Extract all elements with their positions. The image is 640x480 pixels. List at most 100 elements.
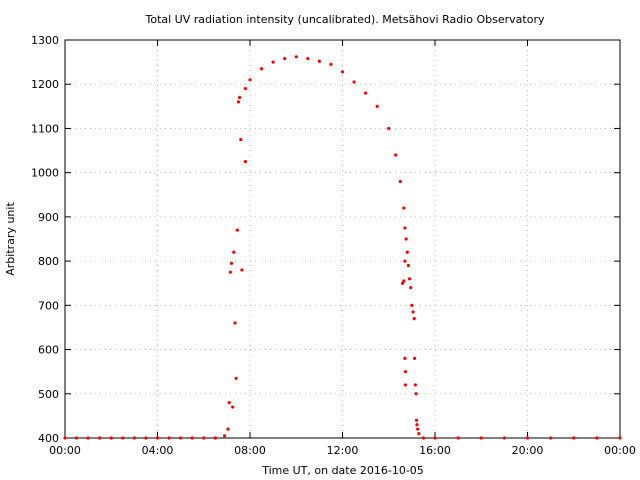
data-point: [413, 356, 417, 360]
data-point: [340, 70, 345, 74]
data-point: [235, 228, 239, 232]
data-point: [239, 137, 243, 142]
data-point: [403, 370, 407, 374]
data-point: [414, 392, 418, 396]
data-point: [121, 436, 125, 440]
data-point: [317, 59, 321, 63]
data-point: [63, 436, 67, 440]
y-tick-label: 1000: [31, 167, 59, 180]
data-point: [271, 60, 275, 64]
data-point: [237, 95, 242, 100]
data-point: [306, 56, 310, 61]
data-point: [228, 270, 232, 274]
data-point: [222, 434, 227, 438]
data-point: [410, 303, 414, 307]
y-tick-label: 1200: [31, 78, 59, 91]
y-tick-label: 700: [38, 299, 59, 312]
data-point: [259, 67, 264, 71]
data-point: [144, 436, 148, 440]
y-tick-label: 500: [38, 388, 59, 401]
data-point: [456, 436, 460, 440]
y-axis-label: Arbitrary unit: [4, 202, 17, 276]
x-tick-label: 04:00: [142, 444, 174, 457]
data-point: [155, 436, 160, 440]
data-point: [416, 427, 420, 431]
axis-ticks: 400 500 600 700 800 900 1000 1100 1200 1300 00:00 0…: [31, 34, 636, 457]
data-point: [229, 261, 234, 265]
y-tick-label: 900: [38, 211, 59, 224]
x-axis-label: Time UT, on date 2016-10-05: [261, 464, 424, 477]
data-point: [412, 317, 416, 321]
data-point: [433, 436, 437, 440]
data-point: [227, 401, 231, 405]
y-tick-label: 600: [38, 344, 59, 357]
y-tick-label: 400: [38, 432, 59, 445]
chart-title: Total UV radiation intensity (uncalibrat…: [145, 13, 545, 26]
data-point: [352, 80, 356, 84]
data-point: [202, 436, 206, 440]
data-point: [226, 427, 230, 431]
x-tick-label: 08:00: [234, 444, 266, 457]
data-point: [479, 436, 483, 440]
data-point: [618, 436, 622, 440]
data-point: [403, 259, 407, 263]
data-point: [283, 56, 287, 61]
plot-frame: [64, 39, 621, 439]
x-tick-label: 00:00: [49, 444, 81, 457]
grid-lines: [65, 40, 620, 438]
data-point: [233, 321, 237, 325]
data-point: [240, 268, 244, 272]
data-point: [402, 279, 406, 283]
data-point: [234, 376, 238, 380]
data-point: [403, 226, 407, 230]
data-point: [421, 436, 426, 440]
data-point: [404, 237, 408, 241]
data-point: [190, 436, 194, 440]
data-point: [329, 62, 333, 66]
data-point: [167, 436, 171, 440]
data-point: [549, 436, 553, 440]
data-point: [248, 78, 252, 82]
data-point: [213, 436, 217, 440]
data-point: [595, 436, 599, 440]
data-point: [572, 436, 576, 440]
data-point: [405, 250, 409, 254]
data-point: [407, 277, 412, 281]
data-point: [74, 436, 79, 440]
data-point: [415, 423, 419, 427]
data-point: [413, 383, 417, 387]
data-point: [525, 436, 530, 440]
x-tick-label: 16:00: [419, 444, 451, 457]
data-point: [403, 383, 407, 387]
data-point: [398, 179, 402, 184]
data-point: [387, 126, 391, 131]
data-point: [414, 418, 419, 422]
data-point: [411, 310, 415, 314]
data-point: [406, 263, 411, 268]
data-point: [394, 153, 398, 157]
data-point: [502, 436, 506, 440]
data-point: [409, 286, 413, 290]
y-tick-label: 1100: [31, 122, 59, 135]
y-tick-label: 800: [38, 255, 59, 268]
x-tick-label: 12:00: [327, 444, 359, 457]
data-point: [231, 405, 235, 409]
x-tick-label: 20:00: [512, 444, 544, 457]
data-point: [98, 436, 102, 440]
data-point: [132, 436, 136, 440]
data-point: [294, 55, 298, 59]
data-point: [243, 160, 247, 164]
data-points: [63, 55, 622, 440]
data-point: [402, 206, 406, 210]
data-point: [243, 87, 247, 91]
data-point: [375, 104, 379, 108]
y-tick-label: 1300: [31, 34, 59, 47]
data-point: [403, 356, 407, 360]
data-point: [364, 91, 368, 95]
data-point: [86, 436, 90, 440]
data-point: [109, 436, 113, 440]
data-point: [232, 250, 236, 254]
data-point: [179, 436, 183, 440]
data-point: [417, 431, 421, 436]
